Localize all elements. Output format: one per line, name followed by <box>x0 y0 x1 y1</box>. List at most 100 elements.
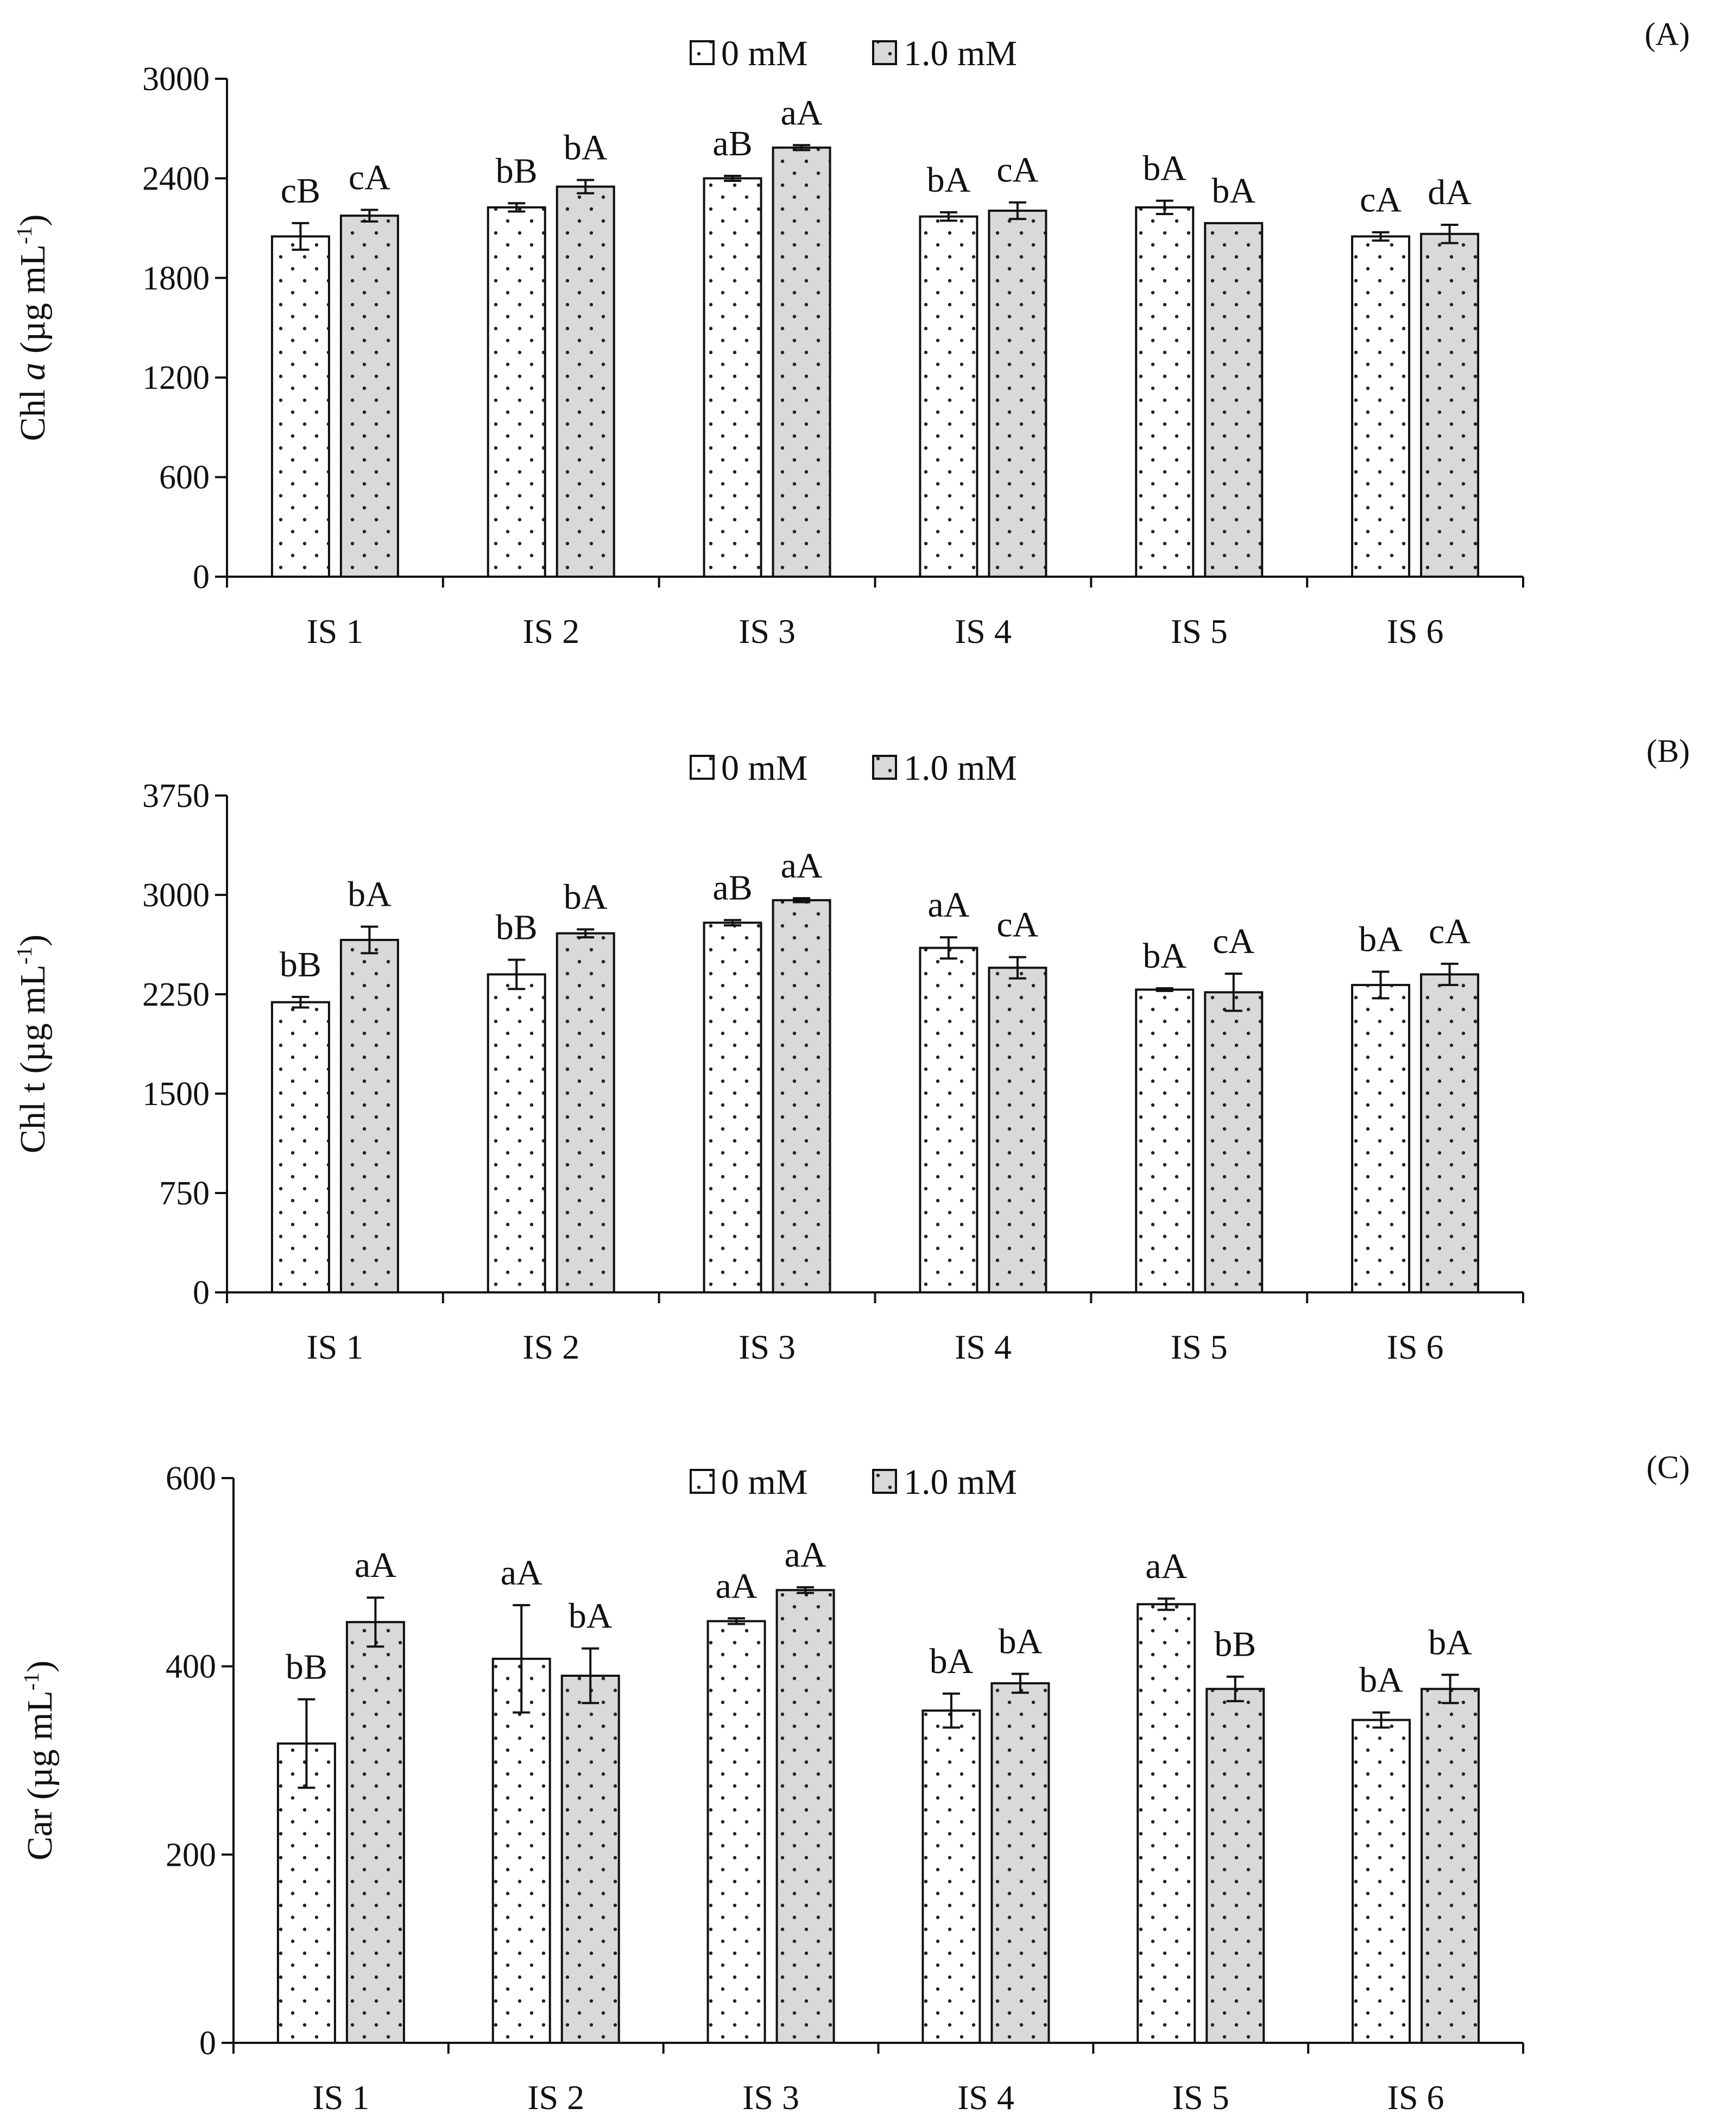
y-tick-label: 2250 <box>142 976 210 1013</box>
legend-label-1mm: 1.0 mM <box>904 748 1017 788</box>
significance-label: bB <box>496 908 538 948</box>
chart-panel-a: 0 600 1200 1800 2400 3000 IS 1 IS 2 IS 3 IS 4 IS 5… <box>12 16 1690 651</box>
legend-label-0mm: 0 mM <box>721 748 808 788</box>
y-axis-label-unit: (µg mL <box>20 1690 60 1809</box>
significance-label: bA <box>564 877 608 917</box>
significance-label: cB <box>281 171 320 211</box>
bar-1mm <box>555 932 615 1293</box>
legend-swatch-1mm <box>872 755 897 780</box>
y-tick-label: 750 <box>159 1175 210 1212</box>
x-tick-label: IS 3 <box>738 612 796 651</box>
significance-label: bB <box>496 151 538 191</box>
bar-0mm <box>1135 988 1195 1293</box>
bar-0mm <box>1137 1603 1196 2044</box>
panel-label: (B) <box>1646 733 1690 769</box>
significance-label: aA <box>355 1545 396 1585</box>
y-axis-label: Chl a (µg mL-1) <box>12 214 53 441</box>
bar-1mm <box>775 1589 835 2044</box>
significance-label: aA <box>781 846 823 886</box>
significance-label: cA <box>996 150 1038 190</box>
x-tick-label: IS 6 <box>1387 2078 1444 2117</box>
bar-0mm <box>703 922 762 1293</box>
significance-label: aB <box>712 868 752 907</box>
y-axis-label-unit: (µg mL <box>13 964 53 1083</box>
bar-0mm <box>706 1620 766 2044</box>
bar-1mm <box>772 899 831 1293</box>
y-axis-label-close: ) <box>20 1661 60 1672</box>
legend-label-1mm: 1.0 mM <box>904 34 1017 73</box>
significance-label: cA <box>349 157 390 197</box>
significance-label: bA <box>927 160 971 200</box>
legend-swatch-1mm <box>872 40 897 65</box>
panel-label: (A) <box>1645 16 1690 52</box>
bar-0mm <box>491 1657 551 2044</box>
y-axis-label-close: ) <box>13 935 53 946</box>
bar-1mm <box>772 146 831 578</box>
y-tick-label: 600 <box>159 459 210 496</box>
significance-label: aA <box>785 1535 826 1575</box>
bar-1mm <box>345 1621 405 2044</box>
significance-label: bB <box>286 1647 327 1687</box>
significance-label: dA <box>1428 173 1472 212</box>
chart-panel-b: 0 750 1500 2250 3000 3750 IS 1 IS 2 IS 3 IS 4 IS 5… <box>12 733 1690 1366</box>
y-axis-label-superscript: -1 <box>19 1672 43 1690</box>
bar-0mm <box>276 1742 336 2044</box>
bar-0mm <box>1351 983 1411 1294</box>
x-tick-label: IS 1 <box>312 2078 369 2117</box>
x-tick-label: IS 5 <box>1172 2078 1229 2117</box>
bar-1mm <box>1204 222 1264 578</box>
legend-swatch-0mm <box>690 755 715 780</box>
y-tick-label: 0 <box>193 559 210 596</box>
significance-label: bB <box>280 945 321 984</box>
x-tick-label: IS 6 <box>1387 612 1444 651</box>
bar-0mm <box>919 946 979 1293</box>
y-tick-label: 3750 <box>142 778 210 815</box>
x-tick-label: IS 3 <box>742 2078 799 2117</box>
x-tick-label: IS 2 <box>527 2078 584 2117</box>
bar-1mm <box>560 1675 620 2044</box>
y-axis-label: Chl t (µg mL-1) <box>12 935 53 1153</box>
y-axis-label: Car (µg mL-1) <box>19 1661 60 1860</box>
significance-label: bA <box>348 875 392 914</box>
bar-1mm <box>1420 232 1480 578</box>
y-tick-label: 1200 <box>142 359 210 396</box>
legend-swatch-0mm <box>690 1469 715 1494</box>
significance-label: bA <box>1211 171 1255 211</box>
bar-1mm <box>990 1682 1050 2044</box>
y-tick-label: 200 <box>166 1836 216 1873</box>
significance-label: bA <box>1142 149 1186 188</box>
y-axis-label-superscript: -1 <box>12 946 36 964</box>
bar-0mm <box>270 1001 330 1293</box>
x-tick-label: IS 4 <box>957 2078 1014 2117</box>
legend-label-0mm: 0 mM <box>721 1462 808 1502</box>
x-tick-label: IS 2 <box>522 1328 579 1366</box>
y-tick-label: 2400 <box>142 160 210 197</box>
bar-0mm <box>487 973 546 1293</box>
bar-1mm <box>1204 991 1264 1293</box>
y-axis-label-italic: a <box>13 363 53 381</box>
x-tick-label: IS 5 <box>1171 612 1228 651</box>
x-tick-label: IS 6 <box>1387 1328 1444 1366</box>
bar-0mm <box>1352 1719 1411 2044</box>
bar-0mm <box>1351 235 1411 578</box>
x-tick-label: IS 4 <box>955 1328 1012 1366</box>
significance-label: cA <box>1360 180 1402 220</box>
bar-0mm <box>487 206 546 578</box>
y-tick-label: 0 <box>193 1274 210 1311</box>
x-tick-label: IS 4 <box>955 612 1012 651</box>
chart-panel-c: 0 200 400 600 IS 1 IS 2 IS 3 IS 4 IS 5 IS 6 bB aA aA… <box>19 1449 1690 2117</box>
bar-1mm <box>555 185 615 578</box>
bar-1mm <box>1205 1688 1265 2044</box>
significance-label: aB <box>712 124 752 163</box>
y-tick-label: 3000 <box>142 877 210 914</box>
bar-0mm <box>703 177 762 578</box>
significance-label: cA <box>1213 922 1254 961</box>
y-tick-label: 400 <box>166 1649 216 1686</box>
significance-label: bA <box>564 128 608 167</box>
significance-label: bA <box>1142 936 1186 976</box>
x-tick-label: IS 3 <box>738 1328 796 1366</box>
bar-0mm <box>270 235 330 578</box>
bar-0mm <box>1135 206 1195 578</box>
significance-label: bA <box>1359 1661 1403 1700</box>
